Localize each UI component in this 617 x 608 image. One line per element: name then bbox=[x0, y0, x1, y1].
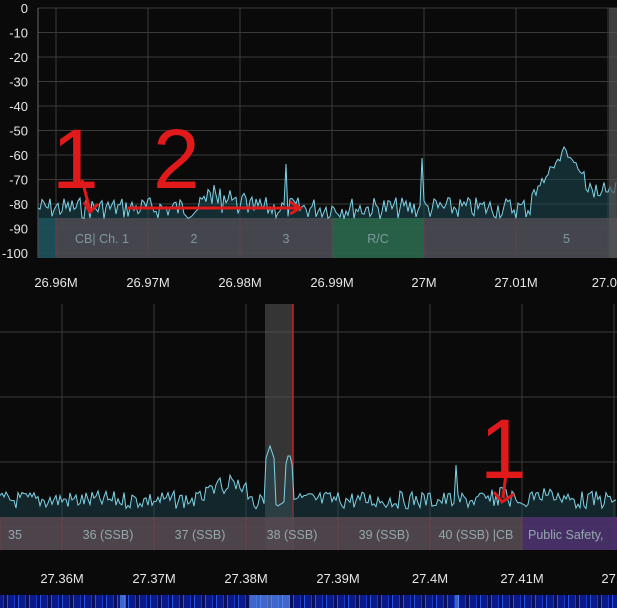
y-tick-label: -100 bbox=[2, 246, 28, 261]
annotation-number-1-top: 1 bbox=[52, 112, 99, 206]
band-segment[interactable] bbox=[430, 517, 522, 550]
marker-bar-top[interactable] bbox=[609, 8, 617, 258]
annotation-arrowhead-2-top bbox=[289, 200, 303, 216]
band-segment[interactable] bbox=[246, 517, 338, 550]
x-tick-label: 27.39M bbox=[316, 571, 359, 586]
y-tick-label: -80 bbox=[9, 197, 28, 212]
band-segment[interactable] bbox=[338, 517, 430, 550]
waterfall-speck bbox=[455, 595, 459, 608]
y-tick-label: -40 bbox=[9, 99, 28, 114]
y-tick-label: -10 bbox=[9, 26, 28, 41]
x-tick-label: 26.99M bbox=[310, 275, 353, 290]
annotation-arrowhead-1-top bbox=[82, 201, 100, 215]
x-tick-label: 26.98M bbox=[218, 275, 261, 290]
x-tick-label: 27M bbox=[411, 275, 436, 290]
y-tick-label: -60 bbox=[9, 148, 28, 163]
waterfall-speck bbox=[120, 595, 126, 608]
x-tick-label: 27.36M bbox=[40, 571, 83, 586]
spectrum-panel-top[interactable]: 0-10-20-30-40-50-60-70-80-90-100 CB| Ch.… bbox=[0, 0, 617, 300]
spectrum-fill-bottom bbox=[0, 446, 617, 550]
x-tick-label: 27.4 bbox=[601, 571, 617, 586]
x-tick-label: 27.02 bbox=[592, 275, 617, 290]
spectrum-fill-top bbox=[38, 146, 617, 258]
band-label: Public Safety, bbox=[528, 528, 604, 542]
band-segment[interactable] bbox=[154, 517, 246, 550]
x-tick-label: 26.96M bbox=[34, 275, 77, 290]
x-tick-label: 27.41M bbox=[500, 571, 543, 586]
selection-highlight[interactable] bbox=[265, 304, 293, 550]
annotation-arrow-1-bottom bbox=[501, 464, 509, 499]
spectrum-trace-bottom bbox=[0, 444, 617, 510]
band-label: 40 (SSB) |CB bbox=[439, 528, 514, 542]
y-tick-label: -20 bbox=[9, 50, 28, 65]
x-tick-label: 27.38M bbox=[224, 571, 267, 586]
annotation-arrow-1-top bbox=[80, 179, 92, 211]
band-label: 38 (SSB) bbox=[267, 528, 318, 542]
band-segment[interactable] bbox=[522, 517, 617, 550]
x-tick-label: 27.01M bbox=[494, 275, 537, 290]
waterfall-display[interactable] bbox=[0, 595, 617, 608]
y-tick-label: 0 bbox=[21, 1, 28, 16]
band-segment[interactable] bbox=[0, 517, 62, 550]
annotation-arrowhead-1-bottom bbox=[492, 491, 515, 505]
annotation-number-2-top: 2 bbox=[153, 112, 200, 206]
y-tick-label: -50 bbox=[9, 124, 28, 139]
band-label: 36 (SSB) bbox=[83, 528, 134, 542]
y-tick-label: -70 bbox=[9, 173, 28, 188]
band-label: 39 (SSB) bbox=[359, 528, 410, 542]
spectrum-plot-bottom[interactable]: 35 36 (SSB) 37 (SSB) 38 (SSB) 39 (SSB) 40 (SS… bbox=[0, 300, 617, 595]
band-label: 37 (SSB) bbox=[175, 528, 226, 542]
band-segment[interactable] bbox=[62, 517, 154, 550]
spectrum-trace-top bbox=[37, 145, 617, 220]
x-tick-label: 27.4M bbox=[412, 571, 448, 586]
x-tick-label: 27.37M bbox=[132, 571, 175, 586]
waterfall-speck bbox=[250, 595, 290, 608]
spectrum-panel-bottom[interactable]: 35 36 (SSB) 37 (SSB) 38 (SSB) 39 (SSB) 40 (SS… bbox=[0, 300, 617, 595]
spectrum-plot-top[interactable]: 0-10-20-30-40-50-60-70-80-90-100 CB| Ch.… bbox=[0, 0, 617, 300]
y-tick-label: -30 bbox=[9, 75, 28, 90]
band-label: 35 bbox=[8, 528, 22, 542]
y-tick-label: -90 bbox=[9, 222, 28, 237]
x-tick-label: 26.97M bbox=[126, 275, 169, 290]
annotation-number-1-bottom: 1 bbox=[480, 402, 527, 496]
